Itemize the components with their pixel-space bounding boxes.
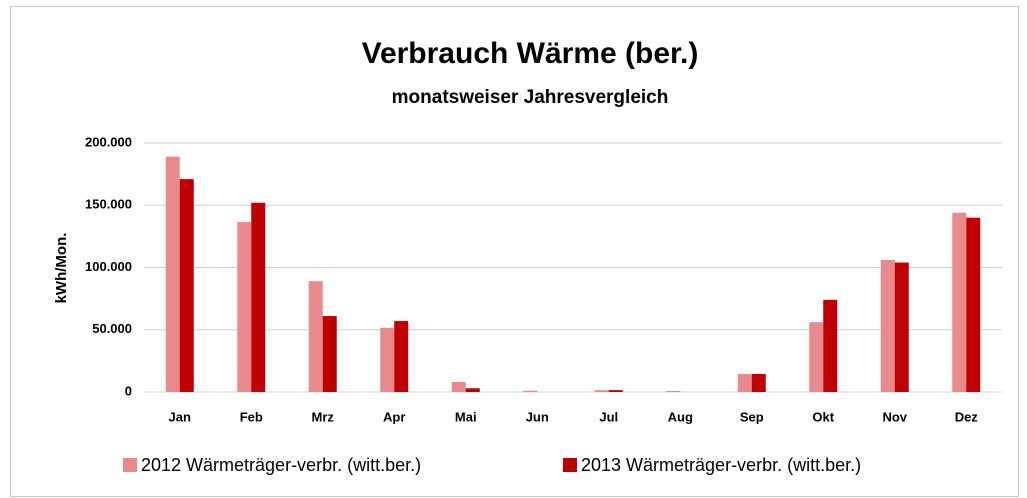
bar [380,327,395,392]
legend-label: 2013 Wärmeträger-verbr. (witt.ber.) [581,455,861,475]
x-tick-label: Nov [882,409,907,424]
bar [322,316,337,392]
x-tick-label: Aug [668,409,693,424]
y-tick-label: 200.000 [85,134,132,149]
y-tick-label: 100.000 [85,259,132,274]
bar [608,390,623,392]
bar [594,390,609,392]
y-axis-label: kWh/Mon. [53,233,70,304]
x-tick-label: Sep [740,409,764,424]
x-tick-label: Jun [526,409,549,424]
bar [237,222,252,392]
y-tick-label: 0 [125,383,132,398]
bar [966,217,981,392]
bar [894,262,909,392]
bar [809,322,824,392]
chart-subtitle: monatsweiser Jahresvergleich [392,87,669,108]
bar [952,212,967,392]
bar [251,202,266,392]
bar [823,299,838,392]
bar [751,373,766,392]
bar [880,260,895,392]
chart-frame [10,6,1019,497]
y-tick-label: 150.000 [85,197,132,212]
bar [308,281,323,392]
x-tick-label: Mrz [312,409,335,424]
bar [394,321,409,392]
bar [179,179,194,392]
bar [523,390,538,392]
x-tick-label: Dez [955,409,979,424]
legend-swatch [563,458,577,472]
x-tick-label: Apr [383,409,405,424]
x-tick-label: Jul [599,409,618,424]
y-tick-label: 50.000 [92,321,132,336]
legend-swatch [123,458,137,472]
bar [465,388,480,392]
bar [165,156,180,392]
x-tick-label: Mai [455,409,477,424]
bar [737,373,752,392]
legend-label: 2012 Wärmeträger-verbr. (witt.ber.) [141,455,421,475]
x-tick-label: Jan [169,409,191,424]
bar [666,391,681,392]
x-tick-label: Feb [240,409,263,424]
bar [451,382,466,392]
x-tick-label: Okt [812,409,834,424]
chart-title: Verbrauch Wärme (ber.) [362,37,699,70]
